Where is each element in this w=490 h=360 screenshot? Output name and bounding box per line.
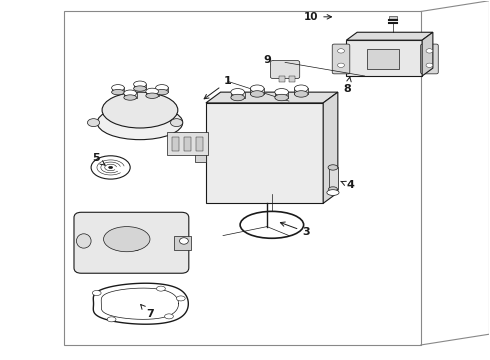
Polygon shape: [93, 283, 188, 324]
Ellipse shape: [426, 63, 433, 67]
Polygon shape: [323, 92, 338, 203]
Bar: [134, 84, 147, 89]
Ellipse shape: [338, 49, 344, 53]
Ellipse shape: [97, 105, 183, 140]
Ellipse shape: [91, 156, 130, 179]
Bar: [289, 76, 295, 82]
Ellipse shape: [338, 63, 344, 67]
Bar: [156, 87, 168, 92]
Bar: [250, 88, 264, 94]
FancyBboxPatch shape: [270, 60, 300, 78]
FancyBboxPatch shape: [420, 44, 438, 74]
Bar: [279, 76, 285, 82]
Bar: [346, 40, 422, 76]
Bar: [174, 235, 191, 250]
Text: 5: 5: [92, 153, 105, 165]
Bar: [367, 49, 399, 69]
Ellipse shape: [250, 85, 264, 92]
Ellipse shape: [87, 119, 99, 127]
Ellipse shape: [165, 314, 173, 319]
FancyBboxPatch shape: [74, 212, 189, 273]
Text: 1: 1: [204, 76, 232, 99]
Ellipse shape: [146, 88, 159, 95]
Bar: [275, 92, 289, 98]
FancyBboxPatch shape: [332, 44, 350, 74]
Bar: [64, 12, 421, 345]
Ellipse shape: [107, 317, 116, 322]
Ellipse shape: [134, 86, 147, 91]
Ellipse shape: [240, 211, 304, 238]
Bar: [323, 134, 334, 162]
Polygon shape: [422, 32, 433, 76]
Ellipse shape: [250, 91, 264, 97]
Text: 3: 3: [280, 222, 310, 237]
Ellipse shape: [327, 190, 339, 195]
Ellipse shape: [294, 91, 308, 97]
Text: 4: 4: [341, 180, 354, 190]
Ellipse shape: [156, 286, 165, 291]
Ellipse shape: [102, 92, 178, 128]
Bar: [172, 137, 179, 151]
Bar: [112, 87, 124, 92]
Ellipse shape: [179, 238, 188, 244]
Bar: [231, 92, 245, 98]
Ellipse shape: [328, 165, 338, 170]
Ellipse shape: [76, 234, 91, 248]
Ellipse shape: [156, 85, 168, 91]
Ellipse shape: [231, 94, 245, 101]
Bar: [196, 137, 203, 151]
FancyBboxPatch shape: [206, 103, 323, 203]
Text: 8: 8: [343, 77, 351, 94]
Ellipse shape: [92, 291, 101, 296]
Ellipse shape: [171, 119, 183, 127]
Ellipse shape: [176, 296, 185, 301]
Ellipse shape: [275, 94, 289, 101]
Ellipse shape: [275, 89, 289, 96]
Polygon shape: [206, 92, 338, 103]
Ellipse shape: [156, 89, 168, 95]
Bar: [146, 91, 159, 96]
Bar: [167, 132, 208, 155]
Ellipse shape: [294, 85, 308, 92]
Ellipse shape: [134, 81, 147, 87]
Bar: [294, 88, 308, 94]
Text: 6: 6: [131, 240, 139, 253]
Ellipse shape: [329, 187, 337, 191]
Text: 10: 10: [304, 12, 332, 22]
Ellipse shape: [124, 95, 137, 100]
Text: 9: 9: [263, 55, 276, 65]
Bar: [195, 134, 206, 162]
Bar: [184, 137, 191, 151]
Ellipse shape: [231, 89, 245, 96]
Ellipse shape: [109, 166, 113, 168]
Text: 2: 2: [148, 102, 173, 112]
Ellipse shape: [103, 226, 150, 252]
Polygon shape: [346, 32, 433, 40]
Ellipse shape: [112, 85, 124, 91]
Text: 7: 7: [141, 305, 153, 319]
Bar: [389, 17, 397, 20]
Bar: [124, 93, 137, 98]
Ellipse shape: [146, 93, 159, 98]
Ellipse shape: [426, 49, 433, 53]
Bar: [329, 167, 338, 189]
Ellipse shape: [124, 90, 137, 96]
Ellipse shape: [112, 89, 124, 95]
